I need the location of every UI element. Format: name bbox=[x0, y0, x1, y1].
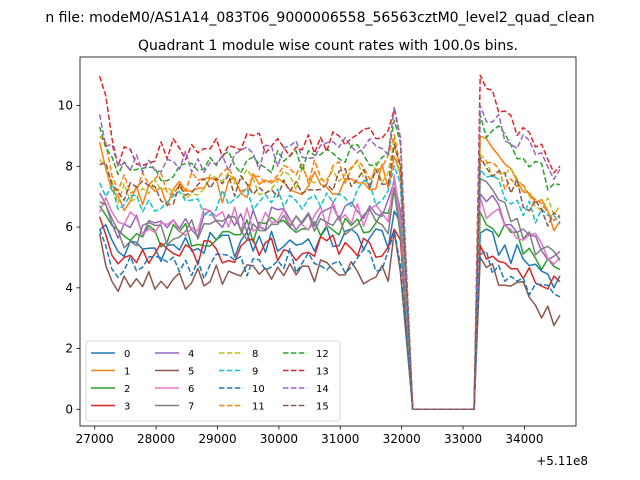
legend-label-2: 2 bbox=[124, 384, 130, 395]
legend-label-15: 15 bbox=[316, 402, 329, 413]
legend-label-5: 5 bbox=[188, 367, 194, 378]
figure-suptitle: n file: modeM0/AS1A14_083T06_9000006558_… bbox=[45, 10, 594, 26]
series-line-6 bbox=[98, 174, 561, 411]
legend-label-0: 0 bbox=[124, 349, 130, 360]
y-tick-label: 4 bbox=[65, 281, 73, 295]
legend-label-4: 4 bbox=[188, 349, 194, 360]
y-tick-label: 2 bbox=[65, 342, 73, 356]
x-axis-offset-label: +5.11e8 bbox=[536, 454, 588, 468]
y-tick-label: 10 bbox=[58, 99, 73, 113]
legend-label-13: 13 bbox=[316, 367, 329, 378]
legend-label-1: 1 bbox=[124, 367, 130, 378]
x-tick-label: 32000 bbox=[383, 432, 421, 446]
axes-frame bbox=[79, 56, 577, 427]
y-tick-label: 0 bbox=[65, 402, 73, 416]
x-tick-label: 29000 bbox=[198, 432, 236, 446]
legend-label-14: 14 bbox=[316, 384, 329, 395]
series-line-14 bbox=[98, 104, 561, 411]
x-tick-label: 27000 bbox=[76, 432, 114, 446]
series-line-9 bbox=[98, 165, 561, 411]
plot-area: 27000 28000 29000 30000 31000 32000 33000 34000… bbox=[58, 56, 588, 468]
series-line-7 bbox=[99, 177, 561, 411]
legend-label-7: 7 bbox=[188, 402, 194, 413]
series-line-5 bbox=[98, 230, 561, 411]
legend-label-12: 12 bbox=[316, 349, 329, 360]
legend-label-3: 3 bbox=[124, 402, 130, 413]
chart-title: Quadrant 1 module wise count rates with … bbox=[138, 38, 518, 54]
y-tick-label: 6 bbox=[65, 220, 73, 234]
legend-label-11: 11 bbox=[252, 402, 265, 413]
legend-label-8: 8 bbox=[252, 349, 258, 360]
legend-label-6: 6 bbox=[188, 384, 194, 395]
legend-label-9: 9 bbox=[252, 367, 258, 378]
x-tick-label: 34000 bbox=[505, 432, 543, 446]
x-tick-label: 31000 bbox=[321, 432, 359, 446]
series-line-1 bbox=[98, 135, 561, 411]
series-line-3 bbox=[98, 216, 561, 411]
series-line-13 bbox=[98, 74, 561, 411]
y-tick-label: 8 bbox=[65, 159, 73, 173]
legend-label-10: 10 bbox=[252, 384, 265, 395]
series-line-15 bbox=[99, 143, 561, 411]
x-tick-label: 33000 bbox=[444, 432, 482, 446]
series-line-10 bbox=[98, 228, 561, 411]
legend-box bbox=[85, 340, 341, 422]
x-tick-label: 30000 bbox=[260, 432, 298, 446]
x-tick-label: 28000 bbox=[137, 432, 175, 446]
